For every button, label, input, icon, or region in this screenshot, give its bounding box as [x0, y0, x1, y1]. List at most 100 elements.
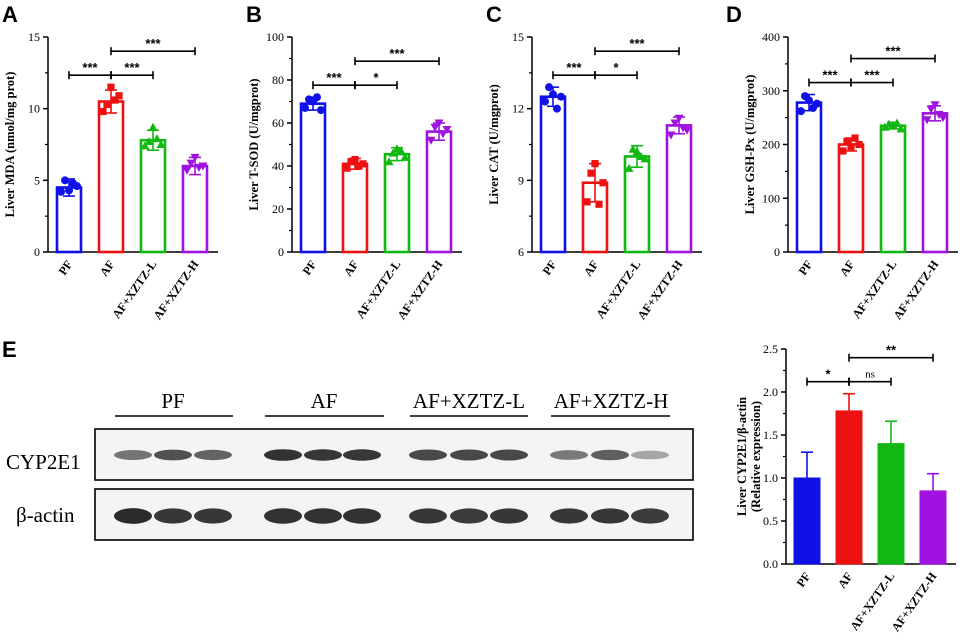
chart-a-y-label: Liver MDA (nmol/mg prot) [3, 72, 17, 218]
chart-a-point-af [103, 100, 111, 108]
chart-a-point-af [111, 96, 119, 104]
chart-c-point-af-xztz-l [640, 154, 650, 163]
chart-c-point-af-xztz-l [632, 147, 642, 156]
panel-label-e: E [2, 337, 17, 362]
chart-e-ytick-label: 1.5 [763, 428, 778, 442]
chart-d-gshpx: 0 100 200 300 400 Liver GSH-Px (U/mgprot) PF AF… [743, 30, 958, 322]
chart-d-point-af [851, 134, 859, 142]
chart-b-point-af-xztz-h [434, 119, 444, 128]
chart-b-ytick-label: 100 [266, 30, 284, 44]
blot-band [194, 449, 232, 461]
chart-b-ytick-label: 60 [272, 116, 284, 130]
blot-group-label-af-xztz-h: AF+XZTZ-H [554, 389, 669, 413]
chart-b-sig-label: * [373, 70, 379, 85]
chart-b-point-af [351, 155, 359, 164]
blot-band [114, 508, 152, 524]
chart-a-sig-label: *** [124, 60, 140, 75]
chart-d-ytick-label: 300 [762, 84, 780, 98]
chart-d-point-af-xztz-h [926, 105, 936, 114]
chart-a-ytick-label: 15 [28, 30, 40, 44]
chart-c-point-pf [557, 92, 565, 101]
chart-b-point-af-xztz-h [438, 130, 448, 139]
chart-a-point-af-xztz-l [140, 141, 150, 150]
chart-b-sig-label: *** [389, 46, 405, 61]
chart-b-point-af [359, 160, 367, 168]
chart-e-ytick-label: 1.0 [763, 471, 778, 485]
chart-d-point-pf [813, 99, 821, 108]
chart-d-point-af [855, 140, 863, 149]
chart-a-point-af-xztz-h [190, 153, 200, 162]
chart-c-sig-label: *** [566, 60, 582, 75]
blot-band [154, 449, 192, 461]
blot-band [304, 508, 342, 524]
blot-band [450, 449, 488, 461]
blot-band [409, 449, 447, 461]
chart-c-sig-label: * [613, 60, 619, 75]
blot-group-label-af-xztz-l: AF+XZTZ-L [413, 389, 525, 413]
chart-b-point-af-xztz-l [396, 146, 406, 155]
chart-a-category-label-af: AF [97, 258, 118, 279]
chart-d-point-af [847, 143, 855, 151]
chart-a-point-pf [65, 186, 73, 195]
chart-c-point-af [599, 179, 607, 187]
chart-c-bar-af-xztz-h [665, 124, 693, 254]
blot-row-label-beta-actin: β-actin [16, 503, 75, 527]
chart-d-point-af-xztz-h [930, 101, 940, 110]
chart-a-bar-af [97, 100, 125, 254]
chart-b-point-pf [317, 106, 325, 115]
chart-c-point-af-xztz-l [624, 163, 634, 172]
chart-e-bar-pf [793, 477, 821, 565]
chart-c-ytick-label: 12 [512, 102, 524, 116]
chart-a-ytick-label: 5 [34, 173, 40, 187]
chart-c-point-pf [541, 97, 549, 106]
chart-b-ytick-label: 40 [272, 159, 284, 173]
chart-b-point-af [343, 164, 351, 172]
chart-b-bar-af [341, 162, 369, 254]
chart-a-sig-label: *** [82, 60, 98, 75]
chart-c-point-af [587, 169, 595, 177]
blot-band [631, 508, 669, 524]
chart-d-point-af-xztz-h [938, 114, 948, 123]
chart-e-ytick-label: 0.0 [763, 557, 778, 571]
chart-d-ytick-label: 0 [774, 245, 780, 259]
chart-a-point-pf [73, 182, 81, 191]
chart-e-sig-label: ns [865, 369, 875, 381]
chart-e-ytick-label: 2.5 [763, 342, 778, 356]
chart-c-point-af-xztz-h [674, 114, 684, 123]
panel-label-a: A [2, 2, 18, 27]
western-blot: PF AF AF+XZTZ-L AF+XZTZ-H CYP2E1 β-actin [6, 389, 694, 541]
chart-c-point-af [595, 200, 603, 208]
chart-c-ytick-label: 9 [518, 173, 524, 187]
chart-a-point-af [107, 83, 115, 91]
chart-d-ytick-label: 400 [762, 30, 780, 44]
blot-band [114, 450, 152, 460]
chart-b-bar-pf [299, 102, 327, 254]
blot-band [450, 508, 488, 524]
chart-a-point-af-xztz-l [144, 137, 154, 146]
blot-row-label-cyp2e1: CYP2E1 [6, 450, 81, 474]
chart-a-point-af-xztz-h [182, 166, 192, 175]
chart-d-ytick-label: 200 [762, 138, 780, 152]
chart-c-point-pf [545, 83, 553, 92]
panel-label-d: D [726, 2, 742, 27]
blot-group-label-pf: PF [161, 389, 184, 413]
chart-b-point-pf [313, 93, 321, 102]
chart-d-point-af [839, 147, 847, 155]
chart-d-ytick-label: 100 [762, 191, 780, 205]
chart-c-point-pf [549, 90, 557, 99]
chart-e-cyp2e1: 0.0 0.5 1.0 1.5 2.0 2.5 Liver CYP2E1/β-actin (R… [735, 342, 956, 634]
blot-band [631, 450, 669, 460]
chart-e-ytick-label: 0.5 [763, 514, 778, 528]
panel-label-b: B [246, 2, 262, 27]
chart-b-bar-af-xztz-l [383, 152, 411, 254]
blot-band [343, 508, 381, 524]
blot-band [343, 449, 381, 461]
chart-a-sig-label: *** [145, 36, 161, 51]
blot-band [304, 449, 342, 461]
chart-a-category-label-pf: PF [56, 258, 76, 278]
chart-b-point-af-xztz-l [400, 152, 410, 161]
chart-a-ytick-label: 0 [34, 245, 40, 259]
chart-c-ytick-label: 6 [518, 245, 524, 259]
